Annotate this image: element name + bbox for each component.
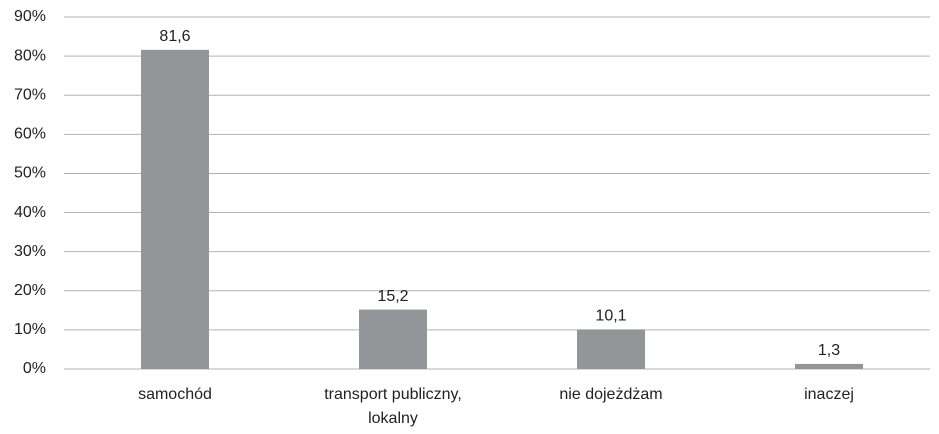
x-tick-label: inaczej (804, 386, 854, 403)
value-label: 10,1 (595, 308, 626, 325)
value-label: 1,3 (818, 342, 840, 359)
y-tick-label: 70% (14, 86, 46, 103)
y-tick-label: 0% (23, 360, 46, 377)
bar (795, 363, 863, 369)
y-tick-label: 50% (14, 165, 46, 182)
y-tick-label: 80% (14, 47, 46, 64)
y-tick-label: 10% (14, 321, 46, 338)
x-tick-label: samochód (138, 386, 212, 403)
bar (359, 309, 427, 369)
value-label: 81,6 (159, 28, 190, 45)
x-tick-label: transport publiczny, lokalny (324, 386, 462, 427)
y-tick-label: 30% (14, 243, 46, 260)
y-tick-label: 20% (14, 282, 46, 299)
bar (141, 49, 209, 369)
value-label: 15,2 (377, 288, 408, 305)
x-tick-label: nie dojeżdżam (559, 386, 663, 403)
y-tick-label: 40% (14, 204, 46, 221)
y-tick-label: 60% (14, 126, 46, 143)
y-tick-label: 90% (14, 8, 46, 25)
bar (577, 329, 645, 369)
